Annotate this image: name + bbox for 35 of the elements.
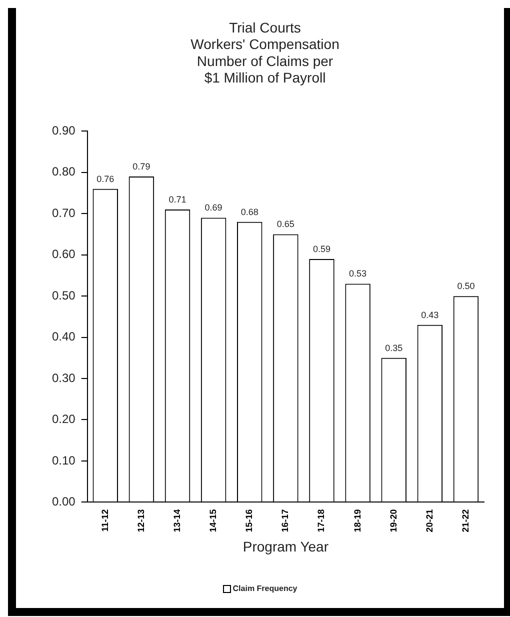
- data-label: 0.43: [421, 310, 439, 320]
- x-tick-label: 13-14: [172, 509, 182, 532]
- x-tick-label: 21-22: [460, 509, 470, 532]
- data-label: 0.59: [312, 244, 330, 254]
- y-tick-label: 0.10: [52, 453, 76, 468]
- x-tick-label: 20-21: [424, 509, 434, 532]
- x-tick-label: 19-20: [388, 509, 398, 532]
- data-label: 0.53: [349, 268, 367, 279]
- data-label: 0.71: [168, 194, 186, 205]
- x-tick-label: 17-18: [316, 509, 326, 532]
- x-tick-label: 14-15: [208, 509, 218, 532]
- data-label: 0.65: [276, 219, 294, 230]
- data-label: 0.50: [457, 281, 475, 292]
- data-label: 0.69: [204, 202, 222, 213]
- x-axis-title: Program Year: [242, 538, 329, 554]
- data-label: 0.76: [96, 174, 114, 184]
- x-tick-label: 15-16: [244, 509, 254, 532]
- y-tick-label: 0.80: [52, 164, 76, 179]
- y-tick-label: 0.30: [52, 370, 76, 385]
- data-label: 0.35: [385, 342, 403, 353]
- y-tick-label: 0.40: [52, 330, 76, 344]
- y-tick-label: 0.20: [52, 412, 76, 426]
- data-label: 0.68: [240, 206, 258, 217]
- chart-title: Trial Courts Workers' Compensation Number of Claims per $1 Million of Payroll: [190, 19, 340, 86]
- text: Claim Frequency: [232, 584, 298, 593]
- y-tick-label: 0.00: [52, 494, 76, 508]
- x-tick-label: 12-13: [136, 509, 146, 532]
- data-label: 0.79: [132, 162, 150, 172]
- y-tick-label: 0.90: [52, 124, 76, 138]
- y-tick-label: 0.60: [52, 247, 76, 262]
- x-tick-label: 18-19: [352, 509, 362, 532]
- x-tick-label: 16-17: [280, 509, 290, 532]
- y-tick-label: 0.70: [52, 206, 76, 220]
- x-tick-label: 11-12: [100, 509, 110, 532]
- y-tick-label: 0.50: [52, 288, 76, 302]
